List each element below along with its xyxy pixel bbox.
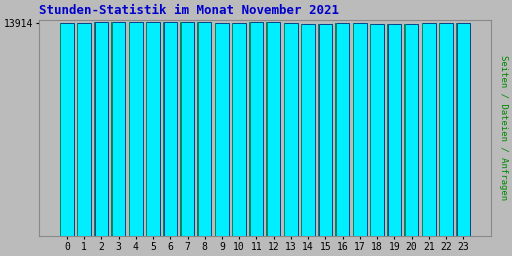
Bar <box>232 23 246 236</box>
Bar <box>232 23 233 236</box>
Bar <box>198 23 199 236</box>
Bar <box>77 23 78 236</box>
Bar <box>301 24 302 236</box>
Bar <box>335 24 337 236</box>
Bar <box>94 23 95 236</box>
Bar <box>60 23 74 236</box>
Bar <box>215 23 216 236</box>
Bar <box>111 23 113 236</box>
Bar <box>180 22 182 236</box>
Bar <box>318 24 319 236</box>
Bar <box>284 23 285 236</box>
Bar <box>404 24 406 236</box>
Bar <box>439 23 440 236</box>
Bar <box>59 23 61 236</box>
Bar <box>163 22 177 236</box>
Bar <box>284 23 297 236</box>
Bar <box>77 23 91 236</box>
Bar <box>353 23 367 236</box>
Bar <box>267 22 281 236</box>
Bar <box>302 24 315 236</box>
Y-axis label: Seiten / Dateien / Anfragen: Seiten / Dateien / Anfragen <box>499 56 508 200</box>
Bar <box>422 24 436 236</box>
Bar <box>457 23 470 236</box>
Bar <box>112 23 125 236</box>
Bar <box>439 23 453 236</box>
Bar <box>181 22 194 236</box>
Bar <box>266 22 268 236</box>
Bar <box>405 24 418 236</box>
Text: Stunden-Statistik im Monat November 2021: Stunden-Statistik im Monat November 2021 <box>39 4 339 17</box>
Bar <box>387 24 389 236</box>
Bar <box>129 22 142 236</box>
Bar <box>370 24 384 236</box>
Bar <box>146 22 160 236</box>
Bar <box>370 24 371 236</box>
Bar <box>388 24 401 236</box>
Bar <box>198 23 211 236</box>
Bar <box>353 23 354 236</box>
Bar <box>318 24 332 236</box>
Bar <box>163 22 164 236</box>
Bar <box>129 22 130 236</box>
Bar <box>146 22 147 236</box>
Bar <box>250 22 263 236</box>
Bar <box>215 23 229 236</box>
Bar <box>421 24 423 236</box>
Bar <box>95 23 108 236</box>
Bar <box>336 24 349 236</box>
Bar <box>249 22 250 236</box>
Bar <box>456 23 457 236</box>
